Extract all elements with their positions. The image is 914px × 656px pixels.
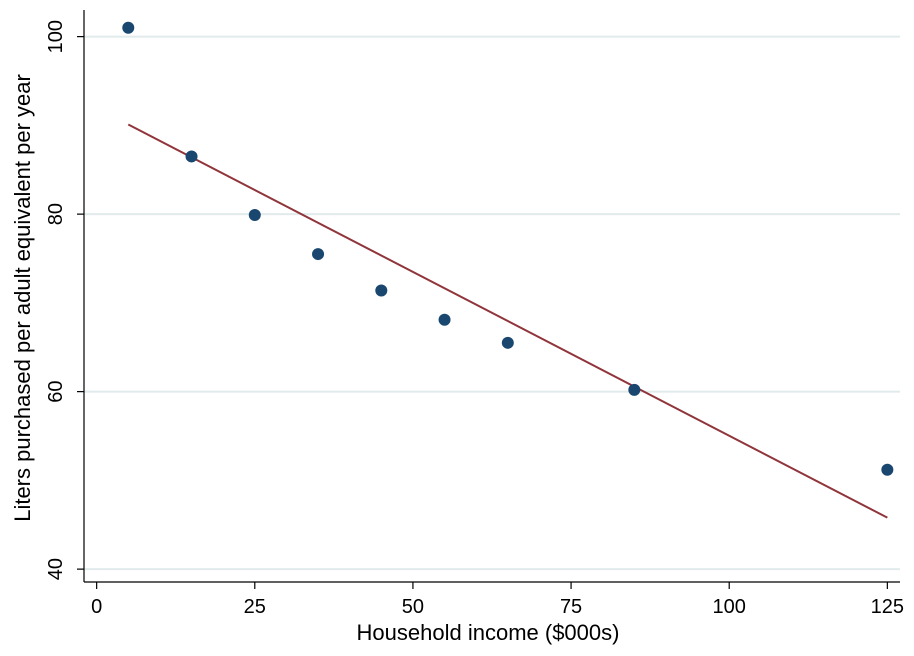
gridlines [84, 35, 900, 571]
fitted-line [127, 123, 888, 519]
y-tick-label: 100 [45, 20, 67, 53]
data-points [122, 21, 894, 476]
x-tick-label: 50 [402, 596, 424, 618]
data-point [881, 463, 894, 476]
x-tick-label: 25 [244, 596, 266, 618]
data-point [312, 248, 325, 261]
data-point [375, 284, 388, 297]
x-tick-label: 100 [713, 596, 746, 618]
x-tick-label: 0 [91, 596, 102, 618]
y-axis-title: Liters purchased per adult equivalent pe… [10, 74, 35, 522]
fit-line-layer [127, 123, 888, 519]
y-axis-ticks: 40 60 80 100 [45, 20, 84, 580]
data-point [628, 383, 641, 396]
y-tick-label: 40 [45, 558, 67, 580]
x-tick-label: 75 [560, 596, 582, 618]
x-axis-title: Household income ($000s) [357, 620, 620, 645]
x-axis-ticks: 0 25 50 75 100 125 [91, 582, 904, 618]
data-point [501, 336, 514, 349]
y-tick-label: 60 [45, 381, 67, 403]
data-point [185, 150, 198, 163]
x-tick-label: 125 [871, 596, 904, 618]
axes [83, 10, 900, 583]
data-point [438, 313, 451, 326]
data-point [248, 209, 261, 222]
y-tick-label: 80 [45, 203, 67, 225]
data-point [122, 21, 135, 34]
